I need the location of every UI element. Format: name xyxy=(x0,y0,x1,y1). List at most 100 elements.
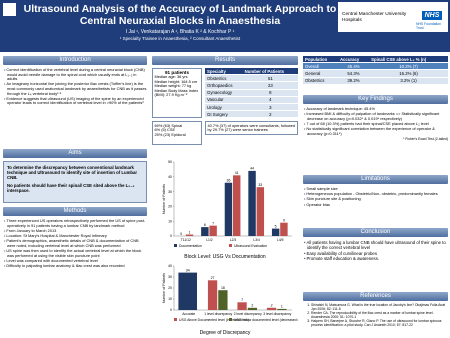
chart-title: Degree of Discrepancy xyxy=(200,330,251,336)
operators: 40.7% (37) of operators were consultants… xyxy=(205,121,298,135)
value-label: 2 xyxy=(271,304,273,308)
legend-swatch xyxy=(229,318,232,321)
cell: 3 xyxy=(242,103,298,112)
legend-label: USG below documented level (decreased ri… xyxy=(234,318,298,322)
y-tick-label: 40 xyxy=(168,264,172,268)
header-cell: Population xyxy=(303,56,338,64)
aims-box: To determine the discrepancy between con… xyxy=(3,161,147,203)
value-label: 1 xyxy=(281,305,283,309)
value-label: 36 xyxy=(227,179,231,183)
legend-swatch xyxy=(174,244,177,247)
y-tick-label: 30 xyxy=(168,190,172,194)
x-tick-label: 1 level discrepancy xyxy=(204,312,232,316)
section-heading: Key Findings xyxy=(303,95,448,104)
cell: 51 xyxy=(242,74,298,83)
x-tick-label: 3 level discrepancy xyxy=(263,312,291,316)
value-label: 41 xyxy=(235,171,239,175)
bullet: Patient's demographics, anaesthetic deta… xyxy=(3,238,147,248)
row: General 54.3% 16.2% (6) xyxy=(303,69,448,78)
y-tick-label: 20 xyxy=(168,205,172,209)
bullet: Difficulty in palpating lumbar anatomy &… xyxy=(3,263,147,269)
x-tick-label: 2 level discrepancy xyxy=(234,312,262,316)
header-cell: Specialty xyxy=(205,68,243,76)
reference: Halpern SH, Banerjee A, Stocche R, Glanc… xyxy=(311,319,448,327)
y-tick-label: 30 xyxy=(168,275,172,279)
references-list: Shiraishi N, Matsumura G. What is the tr… xyxy=(303,303,448,327)
y-axis-title: Number of Patients xyxy=(162,184,166,214)
bullet: Location: St Mary's Hospital & Mancheste… xyxy=(3,233,147,239)
reference: Shiraishi N, Matsumura G. What is the tr… xyxy=(311,303,448,311)
line: 69% (63) Spinal xyxy=(154,122,183,128)
cell: GI Surgery xyxy=(205,110,243,119)
x-tick-label: L4/5 xyxy=(277,238,284,242)
bar xyxy=(277,308,287,310)
section-heading: Aims xyxy=(3,149,147,158)
intro-list: Correct identification of the vertebral … xyxy=(3,67,147,107)
bullet: Three experienced US operators retrospec… xyxy=(3,218,147,228)
bar xyxy=(218,290,228,310)
chart-block-level: 0 10 20 30 40 50 Number of Patients T11/12 0 1 L1/… xyxy=(162,160,292,260)
bullet: US spine was then used to identify the a… xyxy=(3,248,147,258)
findings-list: Accuracy of landmark technique: 45.4%Inc… xyxy=(303,106,448,142)
demographics: 91 patients Median age: 36 yrs Median heig… xyxy=(152,68,202,118)
legend-label: Documentation xyxy=(179,244,202,248)
line: 25% (23) Epidural xyxy=(154,131,186,137)
logo-trust: NHS Foundation Trust xyxy=(416,22,442,30)
reference: Render CA. The reproducibility of the il… xyxy=(311,311,448,319)
conclusion-list: All patients having a lumbar CNB should … xyxy=(303,240,448,262)
cell: 3.2% (1) xyxy=(369,77,448,85)
table: Population Accuracy Spinal/ CSE above L₂ %… xyxy=(303,56,448,85)
bar xyxy=(248,170,256,236)
footnote: * Fisher's Exact Test (2-tailed) xyxy=(403,136,448,141)
bullet: Promote staff education & awareness. xyxy=(303,256,448,261)
cell: Obstetrics xyxy=(205,74,243,83)
poster-title: Ultrasound Analysis of the Accuracy of L… xyxy=(23,3,337,27)
line: Median weight: 77 kg xyxy=(154,83,192,89)
value-label: 7 xyxy=(241,298,243,302)
y-tick-label: 20 xyxy=(168,286,172,290)
bullet: Accuracy of landmark technique: 45.4% xyxy=(303,106,448,112)
value-label: 44 xyxy=(250,167,254,171)
bullet: Small sample size xyxy=(303,186,448,192)
x-tick-label: Accurate xyxy=(182,312,195,316)
bullet: From January to March 2013 xyxy=(3,228,147,234)
aims-text: To determine the discrepancy between con… xyxy=(7,165,138,180)
limitations-list: Small sample sizeHeterogeneous populatio… xyxy=(303,186,448,208)
chart-title: Block Level: USG Vs Documentation xyxy=(184,254,266,260)
bullet: No statistically significant correlation… xyxy=(303,126,448,136)
value-label: 6 xyxy=(204,223,206,227)
value-label: 5 xyxy=(275,224,277,228)
value-label: 33 xyxy=(258,183,262,187)
bar xyxy=(256,187,265,236)
bar xyxy=(185,234,194,236)
y-axis-title: Number of Patients xyxy=(162,273,166,303)
value-label: 0 xyxy=(180,232,182,236)
line: 6% (5) CSE xyxy=(154,127,176,133)
bullet: Increased BMI & difficulty of palpation … xyxy=(303,111,448,121)
header-row: Population Accuracy Spinal/ CSE above L₂ %… xyxy=(303,56,448,64)
x-tick-label: L1/2 xyxy=(206,238,213,242)
methods-list: Three experienced US operators retrospec… xyxy=(3,218,147,269)
value-label: 9 xyxy=(283,218,285,222)
row: Overall 45.4% 10.2% (7) xyxy=(303,62,448,71)
bar xyxy=(271,228,280,236)
cell: 54.3% xyxy=(337,69,370,78)
cell: 10.2% (7) xyxy=(369,62,448,71)
bar xyxy=(201,227,209,236)
header-row: Specialty Number of Patients xyxy=(205,68,298,76)
y-tick-label: 10 xyxy=(168,219,172,223)
section-heading: Methods xyxy=(3,207,147,216)
bar xyxy=(266,307,277,310)
cell: Urology xyxy=(205,103,243,112)
legend-label: USG Above Documented level (increased ri… xyxy=(179,318,249,322)
row: Gynaecology 8 xyxy=(205,89,298,97)
bar xyxy=(207,280,218,310)
aims-text: No patients should have their spinal/ CS… xyxy=(7,183,135,193)
bullet: Correct identification of the vertebral … xyxy=(3,67,147,82)
row: Obstetrics 51 xyxy=(205,74,298,83)
accuracy-table: Population Accuracy Spinal/ CSE above L₂ %… xyxy=(303,56,448,85)
y-tick-label: 40 xyxy=(168,175,172,179)
section-heading: Introduction xyxy=(3,56,147,65)
cell: 8 xyxy=(242,89,298,97)
row: GI Surgery 2 xyxy=(205,110,298,119)
